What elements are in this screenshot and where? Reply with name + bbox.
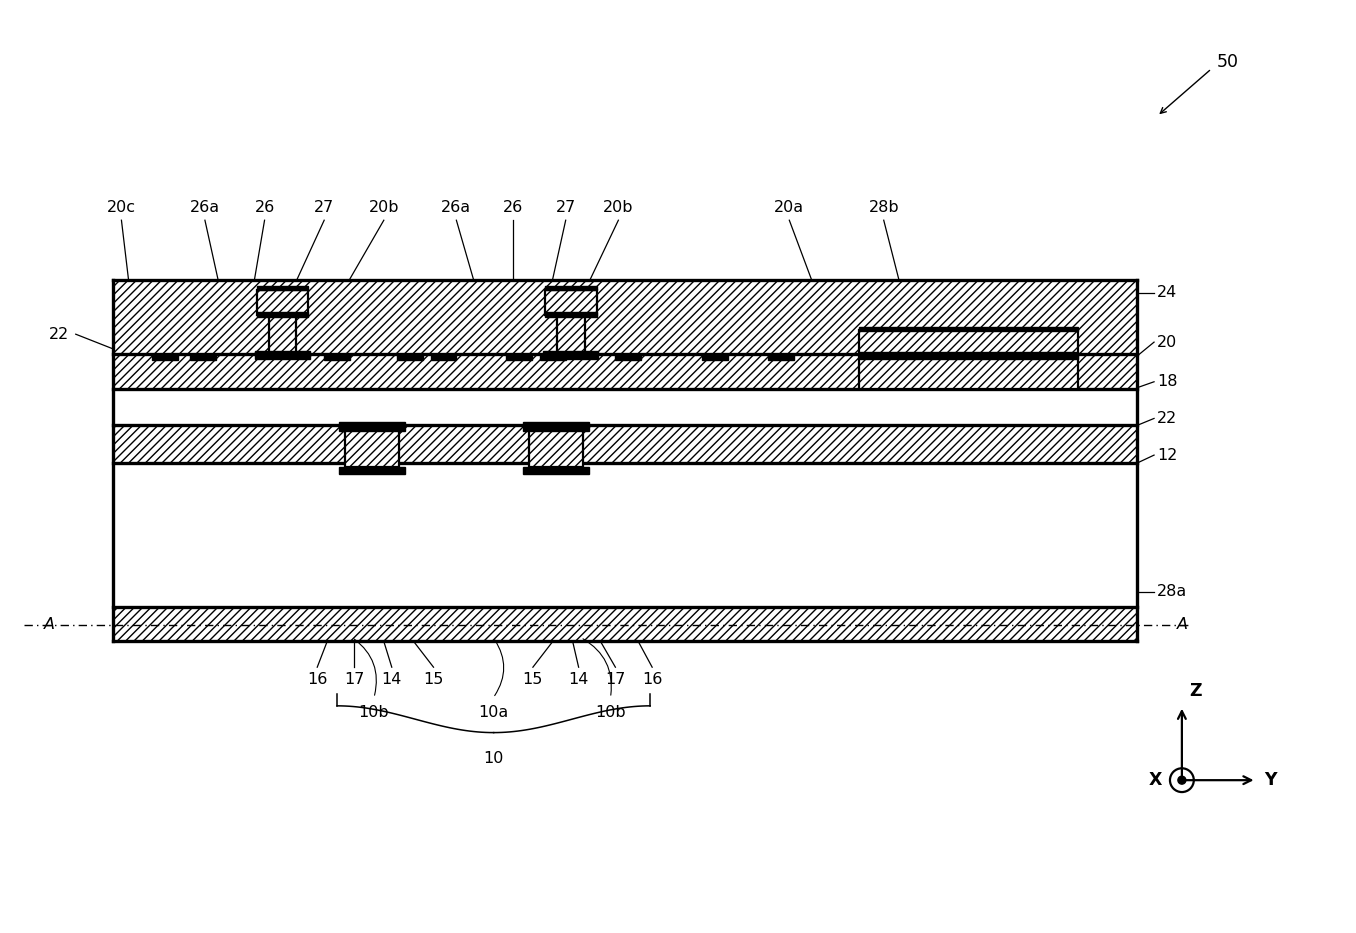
Bar	[545, 289, 597, 315]
Text: 10b: 10b	[595, 705, 625, 720]
Text: 27: 27	[556, 200, 576, 215]
Text: 20: 20	[1157, 335, 1177, 350]
Text: 18: 18	[1157, 374, 1177, 389]
Text: 16: 16	[641, 672, 662, 687]
Circle shape	[1178, 776, 1186, 784]
Bar	[256, 285, 308, 290]
Text: 16: 16	[306, 672, 327, 687]
Bar	[114, 425, 1138, 463]
Text: X: X	[1149, 772, 1162, 789]
Bar	[557, 315, 584, 354]
Bar	[152, 354, 178, 360]
Bar	[114, 354, 1138, 389]
Bar	[523, 423, 589, 431]
Text: A: A	[1177, 617, 1188, 632]
Bar	[702, 354, 728, 360]
Text: 28a: 28a	[1157, 584, 1188, 599]
Bar	[540, 354, 565, 360]
Text: 17: 17	[344, 672, 365, 687]
Bar	[114, 389, 1138, 425]
Text: 22: 22	[49, 327, 69, 341]
Text: A: A	[43, 617, 54, 632]
Text: Z: Z	[1189, 682, 1201, 700]
Bar	[255, 351, 311, 359]
Bar	[529, 425, 583, 467]
Bar	[190, 354, 216, 360]
Text: 26a: 26a	[190, 200, 220, 215]
Bar	[858, 330, 1078, 354]
Bar	[616, 354, 641, 360]
Text: Y: Y	[1264, 772, 1277, 789]
Bar	[339, 467, 404, 474]
Bar	[431, 354, 457, 360]
Text: 26: 26	[503, 200, 523, 215]
Text: 15: 15	[522, 672, 544, 687]
Text: 10b: 10b	[358, 705, 389, 720]
Text: 22: 22	[1157, 411, 1177, 426]
Text: 10a: 10a	[479, 705, 508, 720]
Text: 26: 26	[255, 200, 275, 215]
Text: 17: 17	[605, 672, 625, 687]
Bar	[114, 606, 1138, 641]
Text: 27: 27	[315, 200, 335, 215]
Text: 20a: 20a	[774, 200, 804, 215]
Bar	[769, 354, 795, 360]
Text: 28b: 28b	[868, 200, 899, 215]
Bar	[256, 312, 308, 317]
Bar	[858, 352, 1078, 359]
Text: 12: 12	[1157, 448, 1177, 463]
Bar	[256, 289, 308, 315]
Bar	[324, 354, 350, 360]
Text: 20c: 20c	[107, 200, 136, 215]
Bar	[397, 354, 423, 360]
Bar	[545, 312, 597, 317]
Text: 15: 15	[423, 672, 443, 687]
Text: 24: 24	[1157, 285, 1177, 300]
Bar	[858, 327, 1078, 331]
Bar	[542, 351, 598, 359]
Text: 14: 14	[568, 672, 589, 687]
Bar	[545, 285, 597, 290]
Text: 50: 50	[1216, 52, 1238, 71]
Bar	[506, 354, 532, 360]
Bar	[858, 354, 1078, 389]
Text: 20b: 20b	[369, 200, 399, 215]
Bar	[114, 280, 1138, 354]
Text: 20b: 20b	[603, 200, 633, 215]
Text: 10: 10	[483, 751, 503, 766]
Text: 14: 14	[381, 672, 401, 687]
Bar	[523, 467, 589, 474]
Bar	[339, 423, 404, 431]
Bar	[268, 315, 297, 354]
Text: 26a: 26a	[441, 200, 472, 215]
Bar	[344, 425, 399, 467]
Bar	[114, 463, 1138, 606]
